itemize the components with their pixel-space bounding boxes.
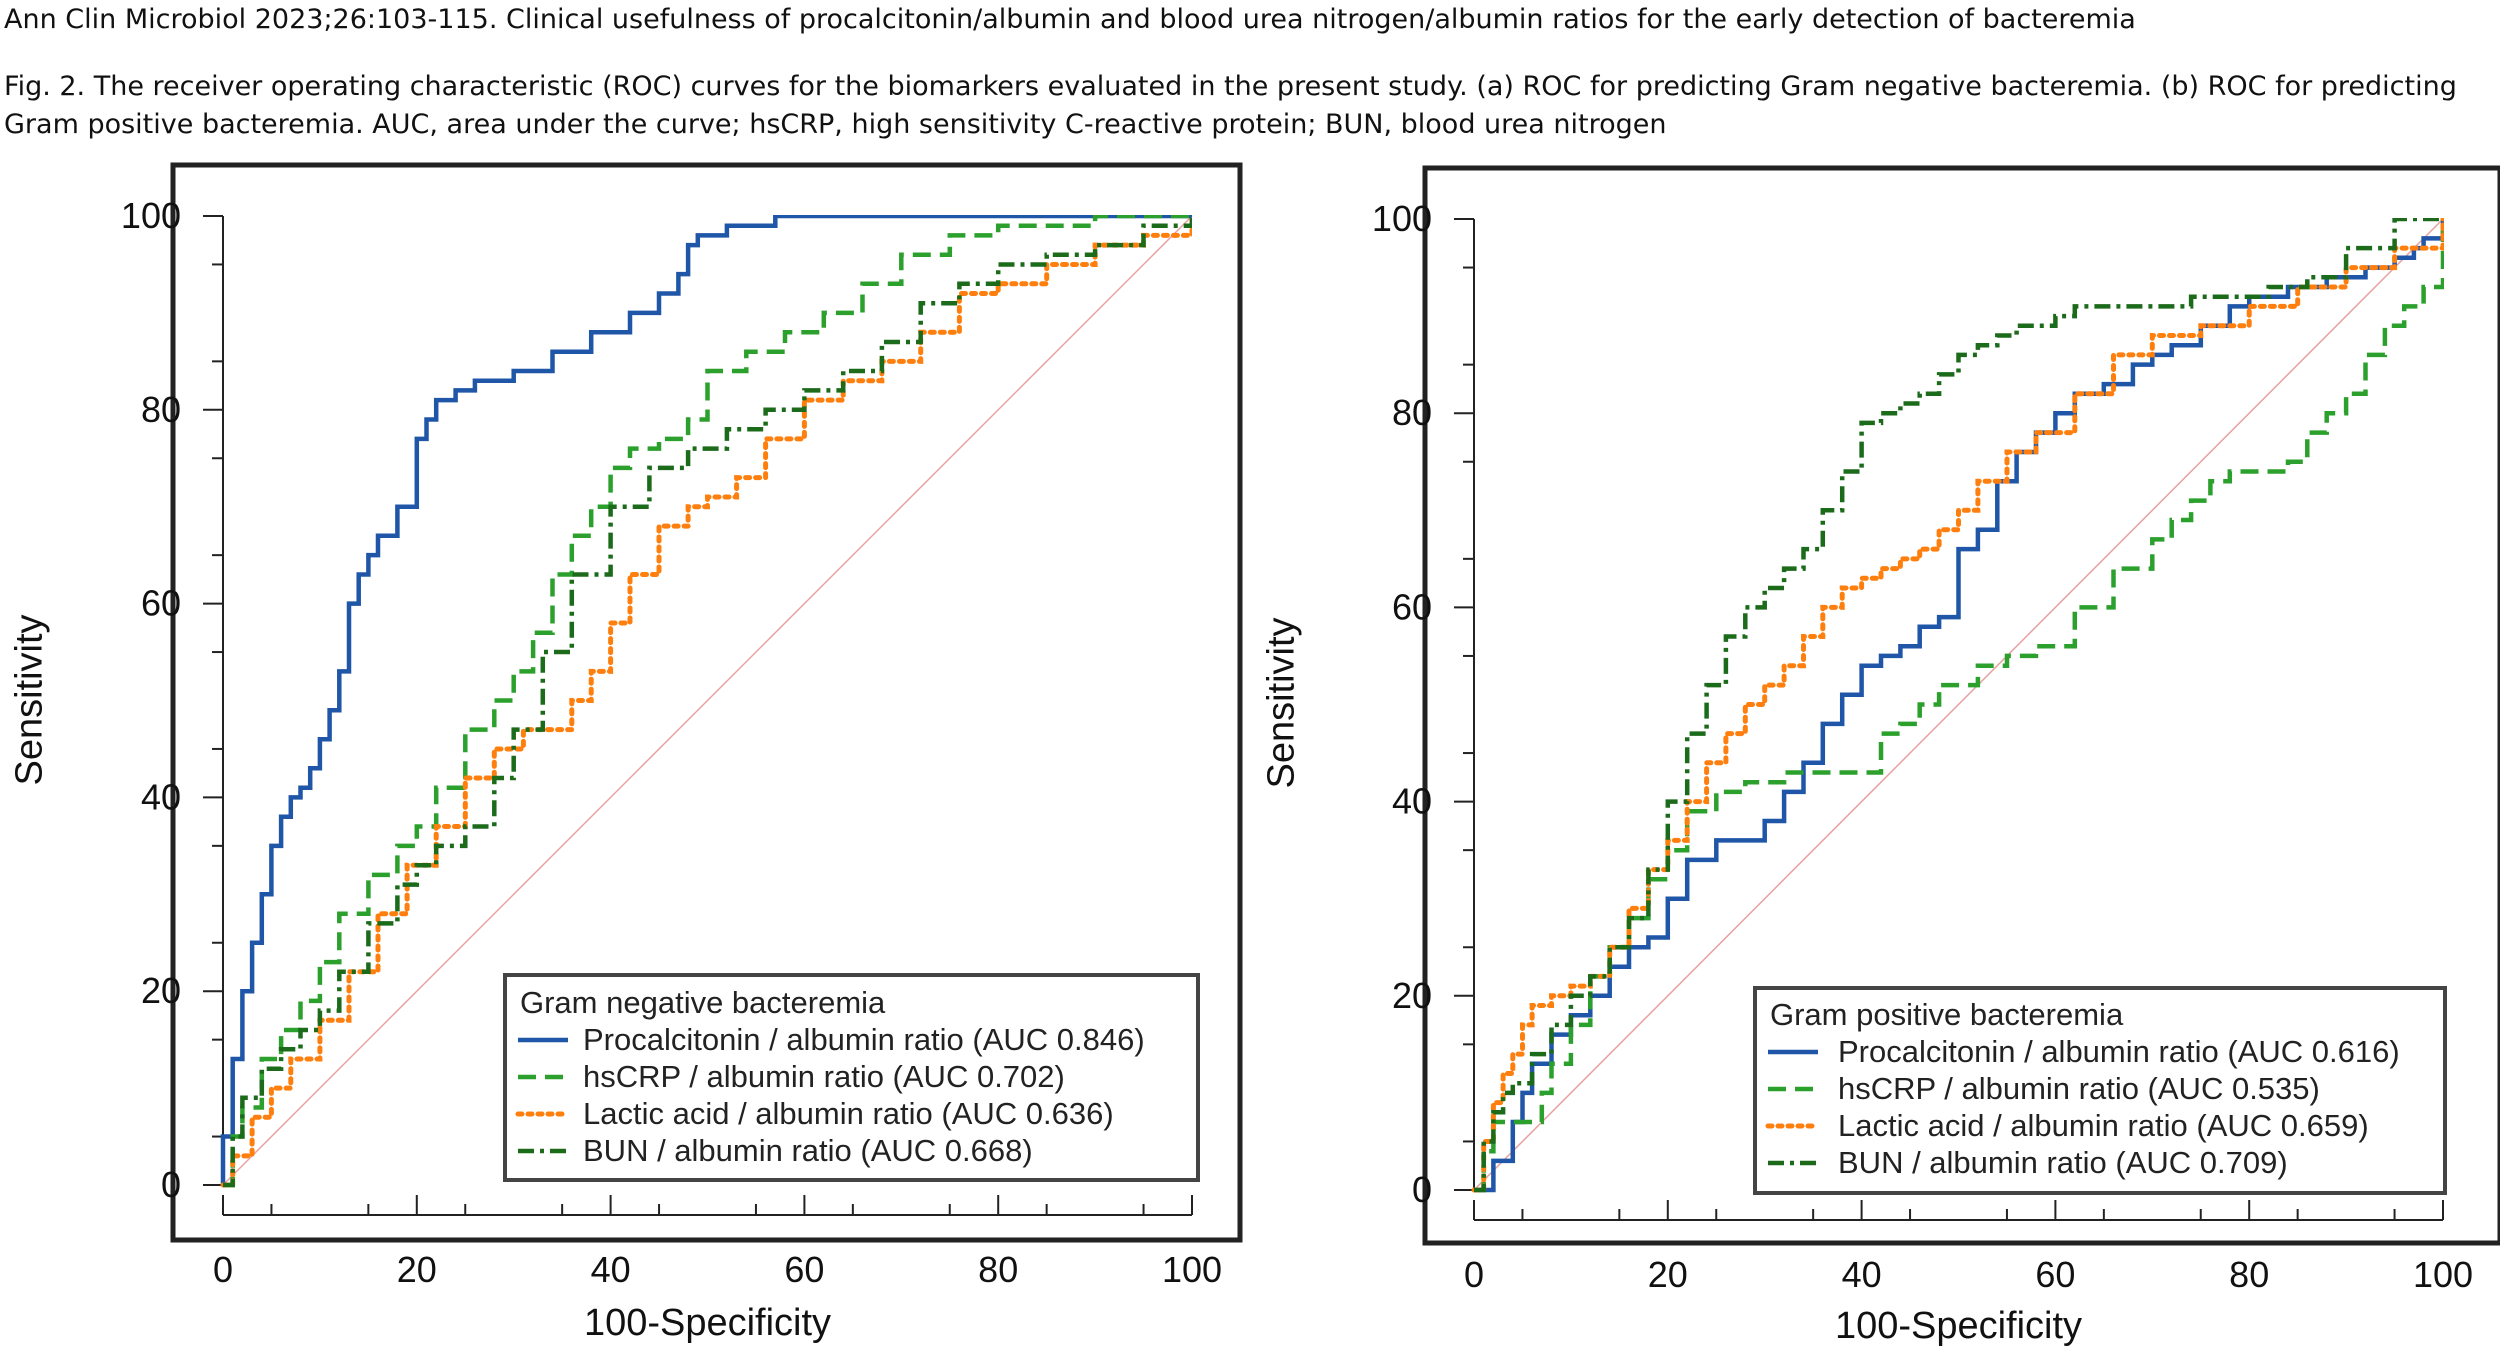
x-tick-label: 20	[1648, 1254, 1688, 1295]
roc-curve-4	[223, 216, 1192, 1188]
legend-title: Gram negative bacteremia	[520, 985, 886, 1020]
y-axis-label: Sensitivity	[1260, 617, 1302, 788]
roc-panel-gram-negative: 0 20 40 60 80 100 0 20 40 60 80 100 100-Specificity S…	[8, 162, 1243, 1344]
x-tick-label: 20	[397, 1249, 437, 1290]
x-tick-label: 40	[1842, 1254, 1882, 1295]
legend-entry-1: Procalcitonin / albumin ratio (AUC 0.846…	[583, 1022, 1145, 1057]
y-tick-label: 60	[1392, 586, 1432, 627]
legend-entry-3: Lactic acid / albumin ratio (AUC 0.636)	[583, 1096, 1114, 1131]
x-tick-label: 0	[213, 1249, 233, 1290]
roc-curve-3	[220, 215, 1192, 1188]
y-tick-label: 40	[1392, 781, 1432, 822]
legend-entry-3: Lactic acid / albumin ratio (AUC 0.659)	[1838, 1108, 2369, 1143]
y-tick-label: 0	[161, 1164, 181, 1205]
diagonal-reference-line	[1473, 218, 2444, 1191]
legend-entry-4: BUN / albumin ratio (AUC 0.709)	[1838, 1145, 2288, 1180]
x-tick-label: 60	[2035, 1254, 2075, 1295]
roc-curve-2	[223, 215, 1192, 1188]
legend-entry-2: hsCRP / albumin ratio (AUC 0.702)	[583, 1059, 1065, 1094]
y-tick-label: 40	[141, 776, 181, 817]
legend-box	[1753, 986, 2447, 1195]
y-tick-label: 60	[141, 583, 181, 624]
x-tick-label: 40	[591, 1249, 631, 1290]
x-axis-label: 100-Specificity	[1835, 1305, 2082, 1347]
x-tick-label: 100	[2413, 1254, 2473, 1295]
series-group	[220, 215, 1192, 1188]
x-tick-label: 80	[978, 1249, 1018, 1290]
figure-caption: Fig. 2. The receiver operating character…	[4, 71, 2457, 140]
legend-entry-1: Procalcitonin / albumin ratio (AUC 0.616…	[1838, 1034, 2400, 1069]
roc-curve-1	[1474, 219, 2444, 1193]
y-tick-label: 0	[1412, 1169, 1432, 1210]
legend-title: Gram positive bacteremia	[1770, 997, 2124, 1032]
legend-entry-4: BUN / albumin ratio (AUC 0.668)	[583, 1133, 1033, 1168]
y-tick-label: 20	[141, 970, 181, 1011]
legend-entry-2: hsCRP / albumin ratio (AUC 0.535)	[1838, 1071, 2320, 1106]
y-tick-label: 80	[141, 389, 181, 430]
roc-curve-2	[1474, 219, 2444, 1193]
roc-curve-4	[1474, 218, 2443, 1193]
roc-curve-3	[1471, 218, 2444, 1193]
y-axis-label: Sensitivity	[8, 614, 50, 785]
x-tick-label: 100	[1162, 1249, 1222, 1290]
x-tick-label: 60	[784, 1249, 824, 1290]
citation-caption: Ann Clin Microbiol 2023;26:103-115. Clin…	[4, 4, 2136, 35]
legend-box	[503, 973, 1200, 1182]
x-tick-label: 0	[1464, 1254, 1484, 1295]
y-tick-label: 100	[121, 195, 181, 236]
plot-frame	[1422, 165, 2500, 1246]
roc-curve-1	[220, 215, 1192, 1185]
series-group	[1471, 218, 2444, 1193]
diagonal-reference-line	[222, 215, 1193, 1186]
y-tick-label: 100	[1372, 198, 1432, 239]
x-tick-label: 80	[2229, 1254, 2269, 1295]
x-axis-label: 100-Specificity	[584, 1302, 831, 1344]
roc-panel-gram-positive: 0 20 40 60 80 100 0 20 40 60 80 100 100-Specificity S…	[1260, 165, 2500, 1347]
y-tick-label: 20	[1392, 975, 1432, 1016]
plot-frame	[170, 162, 1243, 1243]
y-tick-label: 80	[1392, 392, 1432, 433]
